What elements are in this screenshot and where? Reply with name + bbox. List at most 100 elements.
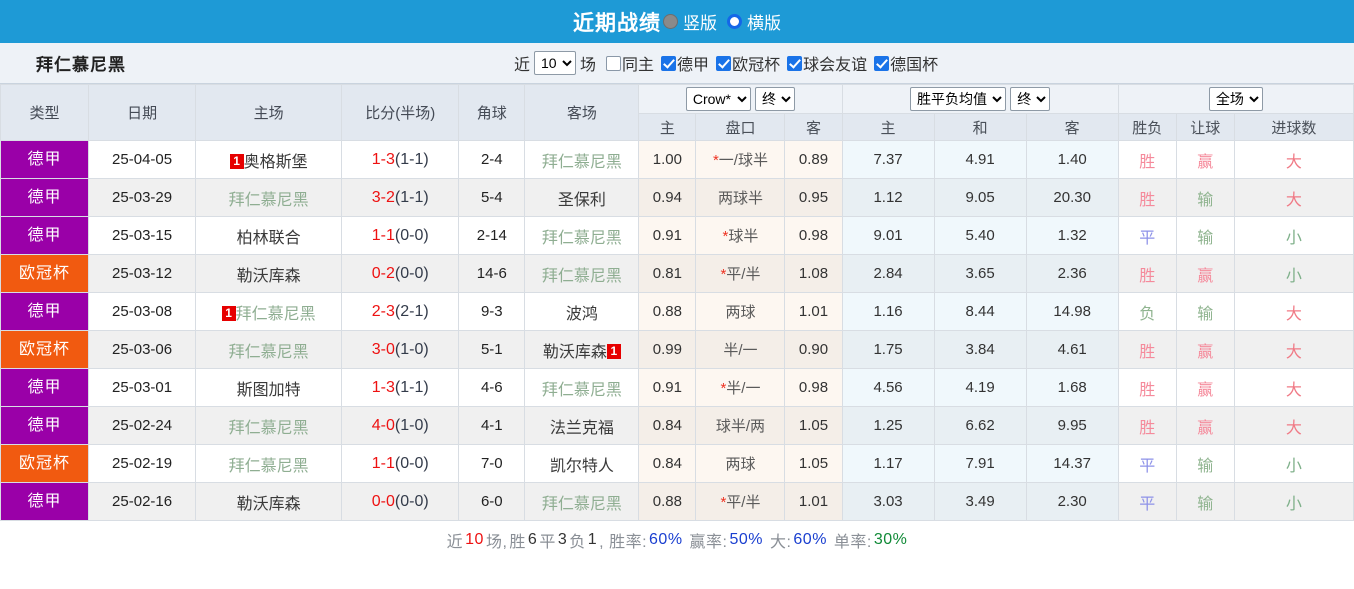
cell-competition-type[interactable]: 德甲 <box>0 140 90 179</box>
cell-away-team[interactable]: 波鸿 <box>524 292 640 331</box>
cell-score[interactable]: 0-0(0-0) <box>341 482 460 521</box>
cell-score[interactable]: 0-2(0-0) <box>341 254 460 293</box>
table-row[interactable]: 德甲 25-02-24 拜仁慕尼黑 4-0(1-0) 4-1 法兰克福 0.84 球半/两 1.… <box>0 406 1354 445</box>
cell-home-team[interactable]: 拜仁慕尼黑 <box>195 330 343 369</box>
cell-away-team[interactable]: 拜仁慕尼黑 <box>524 254 640 293</box>
cell-competition-type[interactable]: 德甲 <box>0 406 90 445</box>
cell-competition-type[interactable]: 德甲 <box>0 292 90 331</box>
team-name[interactable]: 拜仁慕尼黑 <box>541 153 622 171</box>
match-count-select[interactable]: 10 <box>534 51 577 75</box>
table-row[interactable]: 欧冠杯 25-03-06 拜仁慕尼黑 3-0(1-0) 5-1 勒沃库森 1 0.99 半/一 0… <box>0 330 1354 369</box>
team-name[interactable]: 拜仁慕尼黑 <box>228 191 309 209</box>
cell-home-team[interactable]: 1 奥格斯堡 <box>195 140 343 179</box>
team-name[interactable]: 奥格斯堡 <box>243 153 308 171</box>
cell-competition-type[interactable]: 德甲 <box>0 482 90 521</box>
team-name[interactable]: 拜仁慕尼黑 <box>541 229 622 247</box>
cell-score[interactable]: 3-0(1-0) <box>341 330 460 369</box>
handicap-phase-select[interactable]: 终 <box>755 87 796 111</box>
team-name[interactable]: 拜仁慕尼黑 <box>228 419 309 437</box>
cell-europe-draw-odds: 4.19 <box>933 368 1027 407</box>
scope-select[interactable]: 全场 <box>1208 87 1263 111</box>
cell-away-team[interactable]: 圣保利 <box>524 178 640 217</box>
cell-home-team[interactable]: 勒沃库森 <box>195 254 343 293</box>
competition-checkbox-ucl[interactable] <box>716 55 732 71</box>
table-row[interactable]: 德甲 25-03-08 1 拜仁慕尼黑 2-3(2-1) 9-3 波鸿 0.88 两球 1.01 1… <box>0 292 1354 331</box>
team-name[interactable]: 勒沃库森 <box>542 343 607 361</box>
table-row[interactable]: 欧冠杯 25-02-19 拜仁慕尼黑 1-1(0-0) 7-0 凯尔特人 0.84 两球 1.0… <box>0 444 1354 483</box>
cell-home-team[interactable]: 拜仁慕尼黑 <box>195 444 343 483</box>
result-handicap-value: 输 <box>1197 495 1214 513</box>
cell-competition-type[interactable]: 德甲 <box>0 368 90 407</box>
team-name[interactable]: 拜仁慕尼黑 <box>541 381 622 399</box>
view-mode-option-vertical[interactable]: 竖版 <box>663 9 717 34</box>
cell-home-team[interactable]: 拜仁慕尼黑 <box>195 406 343 445</box>
result-goals-value: 大 <box>1285 305 1302 323</box>
cell-competition-type[interactable]: 欧冠杯 <box>0 330 90 369</box>
competition-checkbox-dfbpokal[interactable] <box>874 55 890 71</box>
cell-away-team[interactable]: 勒沃库森 1 <box>524 330 640 369</box>
team-name[interactable]: 拜仁慕尼黑 <box>228 457 309 475</box>
recent-label: 近 <box>514 57 531 74</box>
result-handicap-value: 赢 <box>1197 153 1214 171</box>
cell-score[interactable]: 2-3(2-1) <box>341 292 460 331</box>
table-row[interactable]: 德甲 25-03-15 柏林联合 1-1(0-0) 2-14 拜仁慕尼黑 0.91 *球半 0.… <box>0 216 1354 255</box>
view-mode-radio-group: 竖版 横版 <box>663 9 781 34</box>
table-row[interactable]: 欧冠杯 25-03-12 勒沃库森 0-2(0-0) 14-6 拜仁慕尼黑 0.81 *平/半… <box>0 254 1354 293</box>
same-home-checkbox[interactable] <box>606 55 622 71</box>
team-name[interactable]: 斯图加特 <box>236 381 301 399</box>
cell-away-team[interactable]: 拜仁慕尼黑 <box>524 140 640 179</box>
result-handicap-value: 赢 <box>1197 419 1214 437</box>
result-handicap-value: 赢 <box>1197 267 1214 285</box>
competition-checkbox-bundesliga[interactable] <box>661 55 677 71</box>
cell-home-team[interactable]: 勒沃库森 <box>195 482 343 521</box>
cell-score[interactable]: 1-1(0-0) <box>341 216 460 255</box>
competition-checkbox-friendly[interactable] <box>787 55 803 71</box>
team-name[interactable]: 拜仁慕尼黑 <box>541 267 622 285</box>
cell-handicap-away-odds: 1.01 <box>784 292 843 331</box>
cell-competition-type[interactable]: 欧冠杯 <box>0 444 90 483</box>
team-name[interactable]: 拜仁慕尼黑 <box>541 495 622 513</box>
cell-handicap-home-odds: 0.88 <box>638 482 697 521</box>
team-name[interactable]: 勒沃库森 <box>236 267 301 285</box>
europe-odds-type-select[interactable]: 胜平负均值 <box>910 87 1007 111</box>
cell-away-team[interactable]: 法兰克福 <box>524 406 640 445</box>
cell-away-team[interactable]: 拜仁慕尼黑 <box>524 482 640 521</box>
same-home-label: 同主 <box>622 57 655 74</box>
cell-home-team[interactable]: 1 拜仁慕尼黑 <box>195 292 343 331</box>
cell-score[interactable]: 3-2(1-1) <box>341 178 460 217</box>
cell-home-team[interactable]: 拜仁慕尼黑 <box>195 178 343 217</box>
europe-odds-phase-select[interactable]: 终 <box>1010 87 1051 111</box>
table-row[interactable]: 德甲 25-04-05 1 奥格斯堡 1-3(1-1) 2-4 拜仁慕尼黑 1.00 *一/球半… <box>0 140 1354 179</box>
team-name[interactable]: 法兰克福 <box>549 419 614 437</box>
cell-away-team[interactable]: 拜仁慕尼黑 <box>524 216 640 255</box>
team-name[interactable]: 波鸿 <box>565 305 598 323</box>
cell-score[interactable]: 1-1(0-0) <box>341 444 460 483</box>
table-row[interactable]: 德甲 25-02-16 勒沃库森 0-0(0-0) 6-0 拜仁慕尼黑 0.88 *平/半 1.… <box>0 482 1354 521</box>
cell-away-team[interactable]: 凯尔特人 <box>524 444 640 483</box>
bookmaker-select[interactable]: Crow* <box>685 87 751 111</box>
table-row[interactable]: 德甲 25-03-01 斯图加特 1-3(1-1) 4-6 拜仁慕尼黑 0.91 *半/一 0.… <box>0 368 1354 407</box>
view-mode-option-horizontal[interactable]: 横版 <box>727 9 781 34</box>
team-name[interactable]: 凯尔特人 <box>549 457 614 475</box>
cell-away-team[interactable]: 拜仁慕尼黑 <box>524 368 640 407</box>
team-name[interactable]: 勒沃库森 <box>236 495 301 513</box>
team-name[interactable]: 圣保利 <box>557 191 606 209</box>
cell-home-team[interactable]: 柏林联合 <box>195 216 343 255</box>
cell-score[interactable]: 1-3(1-1) <box>341 368 460 407</box>
cell-competition-type[interactable]: 欧冠杯 <box>0 254 90 293</box>
handicap-star-icon: * <box>720 494 727 511</box>
table-row[interactable]: 德甲 25-03-29 拜仁慕尼黑 3-2(1-1) 5-4 圣保利 0.94 两球半 0.95… <box>0 178 1354 217</box>
team-name[interactable]: 拜仁慕尼黑 <box>228 343 309 361</box>
cell-score[interactable]: 1-3(1-1) <box>341 140 460 179</box>
score-fulltime: 1-3 <box>371 150 395 168</box>
cell-corner: 4-1 <box>458 406 526 445</box>
team-name[interactable]: 拜仁慕尼黑 <box>235 305 316 323</box>
radio-unselected-icon[interactable] <box>727 14 742 29</box>
cell-home-team[interactable]: 斯图加特 <box>195 368 343 407</box>
cell-competition-type[interactable]: 德甲 <box>0 216 90 255</box>
team-name[interactable]: 柏林联合 <box>236 229 301 247</box>
radio-selected-icon[interactable] <box>663 14 678 29</box>
cell-competition-type[interactable]: 德甲 <box>0 178 90 217</box>
cell-score[interactable]: 4-0(1-0) <box>341 406 460 445</box>
